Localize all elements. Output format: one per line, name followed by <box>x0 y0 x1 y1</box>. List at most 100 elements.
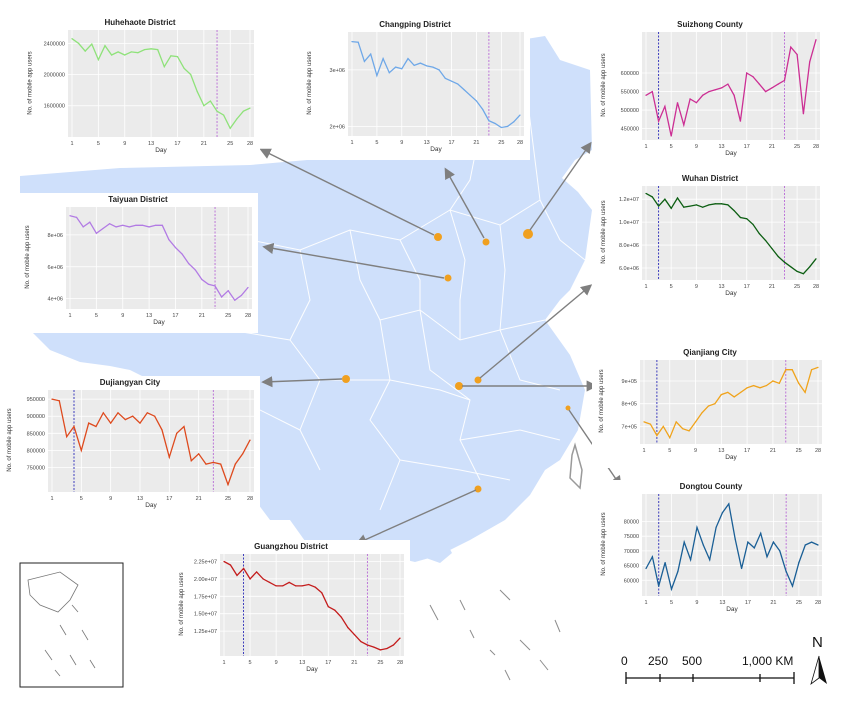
data-point <box>262 578 264 580</box>
data-point <box>651 196 653 198</box>
data-point <box>223 560 225 563</box>
data-point <box>494 122 496 125</box>
data-point <box>676 197 679 199</box>
data-point <box>102 412 104 414</box>
x-tick-label: 5 <box>670 284 673 290</box>
x-axis-label: Day <box>725 150 737 157</box>
data-point <box>236 574 238 577</box>
data-point <box>771 87 773 89</box>
province-borders <box>179 39 586 511</box>
data-point <box>645 192 647 195</box>
data-point <box>146 412 148 414</box>
y-axis-label: No. of mobile app users <box>179 572 185 636</box>
data-point <box>366 644 369 646</box>
data-point <box>733 210 735 212</box>
data-point <box>804 391 806 393</box>
data-point <box>721 512 724 514</box>
data-point <box>670 207 672 209</box>
x-tick-label: 5 <box>668 448 671 454</box>
data-point <box>714 89 716 91</box>
marker-dongtou <box>565 405 571 411</box>
data-point <box>811 541 813 543</box>
arrow-changping <box>444 167 485 239</box>
x-tick-label: 9 <box>695 284 698 290</box>
data-point <box>212 461 214 463</box>
x-tick-label: 13 <box>718 284 724 290</box>
data-point <box>432 66 434 68</box>
y-tick-label: 1.75e+07 <box>194 594 217 600</box>
data-point <box>733 94 735 96</box>
data-point <box>777 255 779 258</box>
data-point <box>124 419 126 421</box>
data-point <box>810 369 813 371</box>
data-point <box>295 585 297 587</box>
x-axis-label: Day <box>430 146 442 153</box>
data-point <box>739 120 742 122</box>
data-point <box>438 69 440 71</box>
marker-wuhan <box>474 376 482 384</box>
y-tick-label: 950000 <box>27 397 45 403</box>
data-point <box>771 247 773 250</box>
data-point <box>765 384 768 387</box>
data-point <box>701 412 703 414</box>
arrow-huhehaote <box>259 148 435 236</box>
data-point <box>513 121 515 123</box>
data-point <box>154 415 156 417</box>
x-tick-label: 25 <box>796 448 802 454</box>
chart-title: Taiyuan District <box>108 195 168 204</box>
data-point <box>670 135 672 137</box>
y-tick-label: 6.0e+06 <box>619 266 639 272</box>
data-point <box>77 42 80 44</box>
y-tick-label: 800000 <box>27 448 45 454</box>
data-point <box>190 73 192 76</box>
series-line <box>351 40 521 129</box>
data-point <box>221 296 223 298</box>
x-tick-label: 1 <box>644 600 647 606</box>
data-point <box>214 285 216 287</box>
x-tick-label: 25 <box>794 284 800 290</box>
plot-background <box>66 207 252 309</box>
data-point <box>688 430 690 432</box>
data-point <box>733 396 735 398</box>
south-sea-islands <box>429 589 561 681</box>
panel-guangzhou: Guangzhou District 1.25e+07 1.50e+07 1.75e+… <box>172 540 410 680</box>
x-axis-label: Day <box>726 606 738 613</box>
y-tick-label: 2.25e+07 <box>194 559 217 565</box>
data-point <box>275 585 277 587</box>
data-point <box>340 616 342 618</box>
data-point <box>683 541 685 543</box>
data-point <box>689 98 691 100</box>
x-tick-label: 5 <box>670 144 673 150</box>
x-tick-label: 13 <box>137 496 143 502</box>
y-tick-label: 2400000 <box>44 41 65 47</box>
data-point <box>161 429 163 431</box>
y-tick-label: 8e+06 <box>48 233 63 239</box>
data-point <box>779 550 781 552</box>
data-point <box>790 266 792 268</box>
data-point <box>682 428 684 430</box>
panel-qianjiang: Qianjiang City 7e+05 8e+05 9e+05 1 5 9 13 17 21 25… <box>592 346 828 468</box>
data-point <box>758 83 760 85</box>
data-point <box>657 205 660 207</box>
chart-svg: 60000 65000 70000 75000 80000 1 5 9 13 17 21 25 28 <box>624 494 822 606</box>
data-point <box>727 204 729 206</box>
y-tick-label: 2000000 <box>44 73 65 79</box>
arrow-taiyuan <box>262 242 445 279</box>
data-point <box>407 57 409 60</box>
data-point <box>482 108 484 111</box>
x-tick-label: 9 <box>275 660 278 666</box>
data-point <box>321 592 323 594</box>
data-point <box>108 223 111 225</box>
x-tick-label: 5 <box>97 141 100 147</box>
data-point <box>168 239 170 241</box>
chart-svg: 1600000 2000000 2400000 1 5 9 13 17 21 25 28 <box>44 30 254 147</box>
data-point <box>58 400 60 402</box>
data-point <box>234 463 236 465</box>
y-axis-label: No. of mobile app users <box>599 369 605 433</box>
data-point <box>790 46 792 48</box>
data-point <box>168 456 170 458</box>
data-point <box>696 526 698 528</box>
x-tick-label: 28 <box>813 284 819 290</box>
